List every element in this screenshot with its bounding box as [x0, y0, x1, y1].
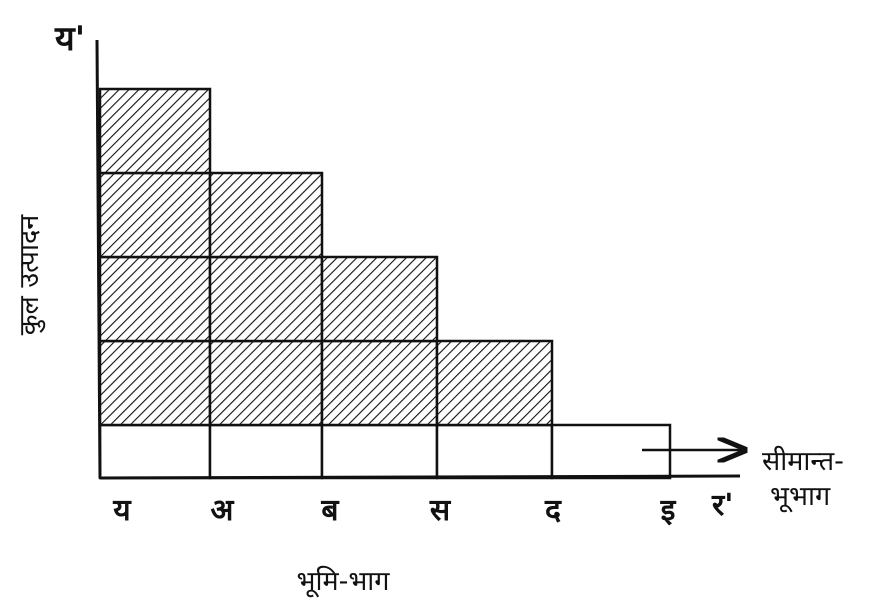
plot-label-4: स	[429, 493, 452, 528]
plot-label-6: इ	[660, 493, 677, 528]
y-axis	[95, 39, 102, 479]
x-axis	[99, 474, 741, 480]
hatched-block-1-1	[98, 339, 212, 427]
hatched-block-1-4	[98, 87, 212, 175]
hatched-block-2-2	[208, 255, 324, 343]
plot-label-3: ब	[320, 493, 340, 528]
plot-label-2: अ	[211, 493, 235, 528]
x-axis-end-symbol: र'	[711, 488, 733, 523]
marginal-land-label-line2: भूभाग	[770, 481, 831, 513]
hatched-block-2-1	[208, 339, 324, 427]
x-axis-label: भूमि-भाग	[296, 565, 390, 598]
hatched-block-1-2	[98, 255, 212, 343]
hatched-block-3-1	[320, 339, 439, 427]
hatched-block-2-3	[208, 171, 324, 259]
plot-label-5: द	[544, 493, 562, 528]
marginal-land-label-line1: सीमान्त-	[762, 445, 844, 477]
hatched-block-4-1	[435, 339, 554, 427]
base-block-4	[435, 423, 554, 480]
base-block-5	[550, 423, 672, 480]
hatched-block-3-2	[320, 255, 439, 343]
y-axis-symbol: य'	[54, 19, 85, 59]
base-block-3	[320, 423, 439, 480]
base-block-2	[208, 423, 324, 480]
plot-label-1: य	[112, 493, 132, 528]
y-axis-label: कुल उत्पादन	[14, 214, 46, 336]
base-block-1	[98, 423, 212, 480]
production-blocks	[98, 87, 672, 480]
hatched-block-1-3	[98, 171, 212, 259]
